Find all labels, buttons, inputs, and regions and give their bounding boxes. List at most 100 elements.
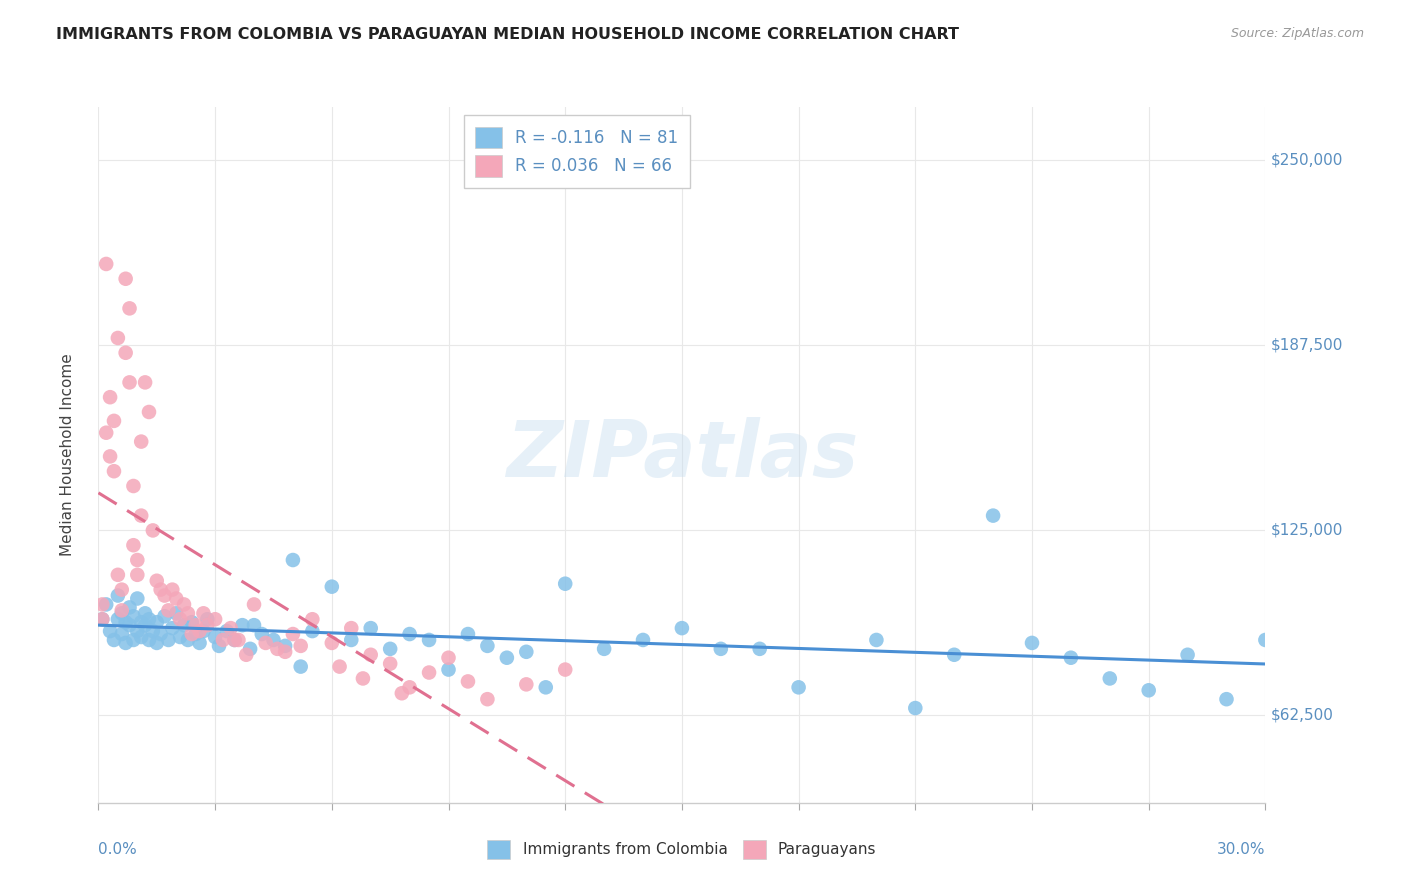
Point xyxy=(195,612,218,626)
Point xyxy=(360,621,382,635)
Point xyxy=(671,621,693,635)
Point xyxy=(340,621,363,635)
Point xyxy=(142,624,165,638)
Point xyxy=(169,630,191,644)
Point xyxy=(281,627,304,641)
Point xyxy=(274,645,297,659)
Point xyxy=(224,632,246,647)
Point xyxy=(378,641,402,656)
Point xyxy=(114,272,136,286)
Point xyxy=(129,508,152,523)
Point xyxy=(477,639,499,653)
Point xyxy=(208,639,231,653)
Point xyxy=(398,627,420,641)
Point xyxy=(122,479,145,493)
Point xyxy=(149,582,172,597)
Point xyxy=(162,621,184,635)
Point xyxy=(398,681,420,695)
Point xyxy=(495,650,517,665)
Point xyxy=(98,624,121,638)
Point xyxy=(127,567,149,582)
Point xyxy=(352,672,374,686)
Point xyxy=(91,598,114,612)
Point xyxy=(340,632,363,647)
Point xyxy=(193,607,215,621)
Point xyxy=(129,615,152,630)
Point xyxy=(1060,650,1083,665)
Point xyxy=(554,576,576,591)
Point xyxy=(266,641,288,656)
Point xyxy=(129,630,152,644)
Point xyxy=(157,632,180,647)
Point xyxy=(165,591,187,606)
Point xyxy=(127,553,149,567)
Point xyxy=(787,681,810,695)
Point xyxy=(188,636,211,650)
Point xyxy=(169,612,191,626)
Point xyxy=(593,641,616,656)
Point xyxy=(149,627,172,641)
Legend: Immigrants from Colombia, Paraguayans: Immigrants from Colombia, Paraguayans xyxy=(481,834,883,864)
Point xyxy=(195,618,218,632)
Text: $125,000: $125,000 xyxy=(1271,523,1344,538)
Point xyxy=(184,618,207,632)
Point xyxy=(981,508,1004,523)
Point xyxy=(153,609,176,624)
Text: $187,500: $187,500 xyxy=(1271,338,1344,353)
Point xyxy=(103,414,125,428)
Point xyxy=(107,331,129,345)
Point xyxy=(188,624,211,638)
Text: IMMIGRANTS FROM COLOMBIA VS PARAGUAYAN MEDIAN HOUSEHOLD INCOME CORRELATION CHART: IMMIGRANTS FROM COLOMBIA VS PARAGUAYAN M… xyxy=(56,27,959,42)
Point xyxy=(235,648,257,662)
Point xyxy=(1177,648,1199,662)
Point xyxy=(146,615,169,630)
Text: $62,500: $62,500 xyxy=(1271,708,1334,723)
Point xyxy=(224,632,246,647)
Point xyxy=(1021,636,1043,650)
Point xyxy=(418,665,440,680)
Point xyxy=(243,598,266,612)
Point xyxy=(515,645,537,659)
Point xyxy=(127,624,149,638)
Point xyxy=(122,609,145,624)
Point xyxy=(111,607,134,621)
Point xyxy=(219,621,242,635)
Point xyxy=(165,607,187,621)
Point xyxy=(134,607,156,621)
Point xyxy=(122,538,145,552)
Point xyxy=(114,345,136,359)
Point xyxy=(114,636,136,650)
Point xyxy=(138,612,160,626)
Point xyxy=(103,464,125,478)
Point xyxy=(184,627,207,641)
Point xyxy=(180,615,202,630)
Point xyxy=(193,624,215,638)
Point xyxy=(290,639,312,653)
Point xyxy=(111,627,134,641)
Point xyxy=(157,603,180,617)
Point xyxy=(215,624,238,638)
Point xyxy=(321,636,343,650)
Point xyxy=(250,627,273,641)
Point xyxy=(103,632,125,647)
Point xyxy=(118,301,141,316)
Point xyxy=(290,659,312,673)
Point xyxy=(865,632,887,647)
Point xyxy=(418,632,440,647)
Point xyxy=(515,677,537,691)
Point xyxy=(457,674,479,689)
Point xyxy=(118,376,141,390)
Point xyxy=(134,618,156,632)
Point xyxy=(710,641,733,656)
Text: 0.0%: 0.0% xyxy=(98,842,138,856)
Point xyxy=(107,612,129,626)
Point xyxy=(96,425,118,440)
Point xyxy=(180,627,202,641)
Point xyxy=(254,636,277,650)
Point xyxy=(212,632,235,647)
Point xyxy=(631,632,654,647)
Point xyxy=(107,567,129,582)
Point xyxy=(1137,683,1160,698)
Point xyxy=(1098,672,1121,686)
Point xyxy=(96,598,118,612)
